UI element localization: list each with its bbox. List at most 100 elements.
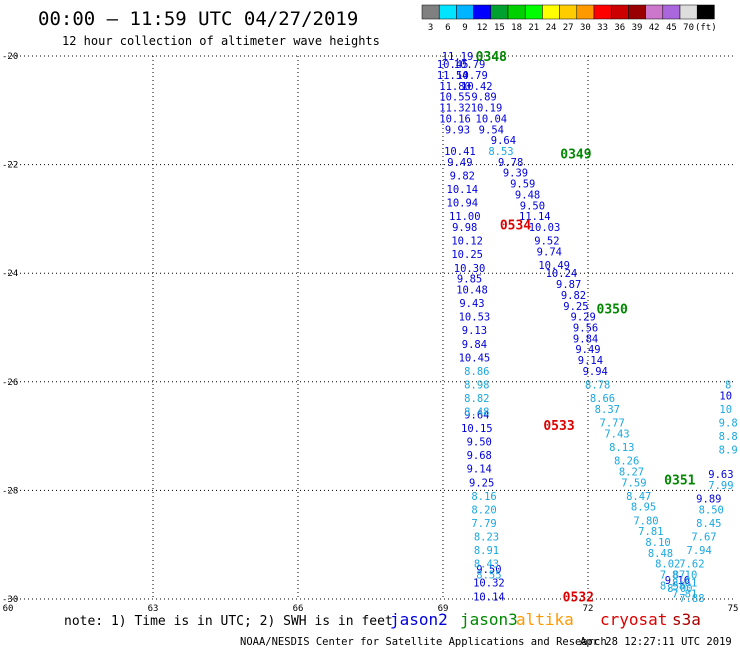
data-point: 10.12 — [451, 236, 483, 248]
scale-swatch — [628, 4, 646, 20]
data-point: 9.89 — [471, 92, 496, 104]
scale-label: 33 — [597, 23, 608, 33]
data-point: 8.13 — [609, 442, 634, 454]
satellite-jason3: jason3 — [460, 610, 518, 629]
scale-label: 6 — [445, 23, 450, 33]
data-point: 9.68 — [467, 450, 492, 462]
pass-label: 0349 — [560, 148, 591, 163]
data-point: 9.49 — [575, 344, 600, 356]
data-point: 8.9 — [719, 445, 738, 457]
data-point: 9.8 — [719, 418, 738, 430]
data-point: 8.8 — [719, 431, 738, 443]
data-point: 8.26 — [614, 456, 639, 468]
scale-swatch — [438, 4, 457, 20]
data-point: 10.53 — [459, 312, 491, 324]
data-point: 10 — [719, 390, 732, 402]
data-point: 9.82 — [450, 170, 475, 182]
data-point: 7.59 — [621, 477, 646, 489]
data-point: 8.02 — [655, 559, 680, 571]
x-axis-ticks: 60 63 66 69 72 75 — [3, 604, 739, 614]
data-point: 9.25 — [563, 301, 588, 313]
scale-swatch — [696, 4, 715, 20]
y-tick-label: -28 — [2, 486, 18, 496]
data-point: 9.87 — [556, 279, 581, 291]
data-point: 8.27 — [619, 466, 644, 478]
x-tick-label: 69 — [438, 604, 449, 614]
x-tick-label: 60 — [3, 604, 14, 614]
footer-timestamp: Apr 28 12:27:11 UTC 2019 — [580, 636, 732, 648]
chart-title: 00:00 – 11:59 UTC 04/27/2019 — [38, 8, 358, 30]
data-point: 7.77 — [600, 418, 625, 430]
x-tick-label: 75 — [728, 604, 739, 614]
data-point: 8.95 — [631, 502, 656, 514]
data-point: 9.74 — [537, 246, 562, 258]
data-point: 8 — [725, 380, 731, 392]
data-point: 9.63 — [708, 469, 733, 481]
scale-swatch — [610, 4, 629, 20]
scale-swatch — [593, 4, 612, 20]
data-point: 8.16 — [471, 491, 496, 503]
scale-label: 70 — [683, 23, 694, 33]
scale-label: 18 — [511, 23, 522, 33]
data-point: 10.30 — [454, 263, 486, 275]
data-point: 10.16 — [439, 113, 471, 125]
data-point: 8.20 — [471, 504, 496, 516]
scale-swatch — [662, 4, 681, 20]
data-point: 9.43 — [459, 298, 484, 310]
scale-label: 27 — [563, 23, 574, 33]
data-point: 10.48 — [456, 284, 488, 296]
scale-label: (ft) — [695, 23, 717, 33]
data-point: 11.80 — [439, 81, 471, 93]
data-point: 7.67 — [691, 532, 716, 544]
data-point: 10.94 — [447, 198, 479, 210]
data-point: 9.39 — [503, 168, 528, 180]
satellite-jason2: jason2 — [390, 610, 448, 629]
footer-note: note: 1) Time is in UTC; 2) SWH is in fe… — [64, 614, 393, 629]
pass-label: 0348 — [476, 50, 507, 65]
data-point: 8.48 — [464, 407, 489, 419]
data-point: 9.50 — [476, 564, 501, 576]
data-point: 9.52 — [534, 236, 559, 248]
scale-swatch — [576, 4, 595, 20]
data-point: 8.48 — [648, 548, 673, 560]
y-tick-label: -20 — [2, 52, 18, 62]
data-point: 8.43 — [474, 559, 499, 571]
y-axis-ticks: -20 -22 -24 -26 -28 -30 — [2, 52, 18, 605]
data-point: 11.19 — [442, 51, 474, 63]
data-point: 9.14 — [578, 355, 603, 367]
data-point: 8.58 — [660, 580, 685, 592]
scale-label: 36 — [614, 23, 625, 33]
data-point: 8.91 — [474, 545, 499, 557]
data-point: 9.14 — [467, 464, 492, 476]
data-point: 11.32 — [439, 103, 471, 115]
wave-height-color-scale: 3 6 9 12 15 18 21 24 27 30 33 36 39 42 45 70 (ft) — [421, 4, 717, 33]
data-point: 10.41 — [444, 146, 476, 158]
data-point: 11.14 — [519, 211, 551, 223]
footer-credit: NOAA/NESDIS Center for Satellite Applica… — [240, 636, 607, 648]
data-point: 10.32 — [473, 578, 505, 590]
data-point: 10.45 — [437, 59, 469, 71]
pass-labels: 0348 0349 0350 0351 0534 0533 0532 — [476, 50, 696, 605]
pass-label: 0350 — [597, 302, 628, 317]
data-point: 9.16 — [665, 575, 690, 587]
data-point: 8.00 — [667, 583, 692, 595]
data-point: 9.48 — [515, 189, 540, 201]
data-point: 8.37 — [595, 404, 620, 416]
x-tick-label: 63 — [148, 604, 159, 614]
wave-height-points: 11.1910.4510.7911.5410.7911.8010.4210.55… — [437, 51, 738, 605]
data-point: 7.99 — [708, 480, 733, 492]
scale-label: 15 — [494, 23, 505, 33]
plot-grid — [8, 55, 733, 600]
scale-swatch — [421, 4, 440, 20]
data-point: 9.13 — [462, 325, 487, 337]
data-point: 10 — [719, 404, 732, 416]
pass-label: 0533 — [543, 419, 574, 434]
data-point: 8.86 — [464, 366, 489, 378]
scale-swatch — [559, 4, 578, 20]
data-point: 9.25 — [469, 477, 494, 489]
satellite-altika: altika — [516, 610, 574, 629]
data-point: 8.82 — [464, 393, 489, 405]
scale-label: 39 — [632, 23, 643, 33]
data-point: 8.55 — [476, 570, 501, 582]
scale-swatch — [473, 4, 492, 20]
